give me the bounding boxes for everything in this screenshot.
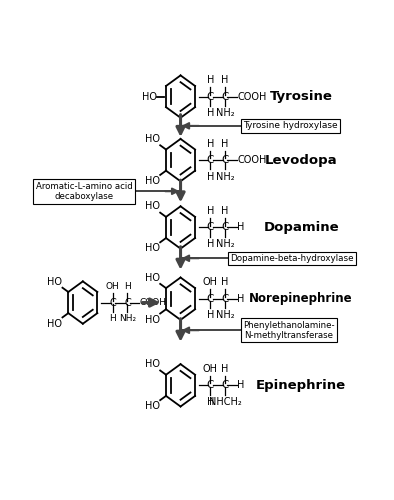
Text: NHCH₂: NHCH₂	[209, 397, 242, 407]
Text: H: H	[124, 282, 131, 291]
Text: Dopamine: Dopamine	[263, 221, 339, 234]
Text: C: C	[221, 155, 229, 165]
Text: Epinephrine: Epinephrine	[256, 379, 346, 392]
Text: OH: OH	[203, 277, 218, 287]
Text: NH₂: NH₂	[216, 239, 234, 249]
Text: H: H	[237, 380, 245, 390]
Text: HO: HO	[142, 92, 157, 102]
Text: HO: HO	[145, 314, 160, 324]
Text: OH: OH	[203, 364, 218, 374]
Text: H: H	[207, 239, 214, 249]
Text: Tyrosine: Tyrosine	[270, 90, 333, 103]
Text: H: H	[221, 75, 229, 85]
Text: C: C	[207, 380, 214, 390]
Text: C: C	[207, 92, 214, 102]
Text: C: C	[110, 298, 116, 308]
Text: HO: HO	[145, 244, 160, 254]
Text: H: H	[207, 108, 214, 118]
Text: H: H	[221, 206, 229, 216]
Text: H: H	[207, 310, 214, 320]
Text: H: H	[207, 206, 214, 216]
Text: C: C	[221, 92, 229, 102]
Text: COOH: COOH	[237, 92, 267, 102]
Text: Phenylethanolamine-
N-methyltransferase: Phenylethanolamine- N-methyltransferase	[243, 320, 335, 340]
Text: H: H	[221, 277, 229, 287]
Text: HO: HO	[145, 202, 160, 211]
Text: HO: HO	[145, 272, 160, 282]
Text: H: H	[237, 222, 245, 232]
Text: H: H	[221, 138, 229, 148]
Text: HO: HO	[145, 176, 160, 186]
Text: C: C	[221, 294, 229, 304]
Text: COOH: COOH	[237, 155, 267, 165]
Text: H: H	[207, 397, 214, 407]
Text: H: H	[207, 75, 214, 85]
Text: H: H	[221, 364, 229, 374]
Text: H: H	[237, 294, 245, 304]
Text: Tyrosine hydroxylase: Tyrosine hydroxylase	[243, 122, 338, 130]
Text: H: H	[110, 314, 116, 323]
Text: C: C	[221, 222, 229, 232]
Text: HO: HO	[145, 360, 160, 370]
Text: NH₂: NH₂	[216, 108, 234, 118]
Text: Norepinephrine: Norepinephrine	[249, 292, 353, 305]
Text: C: C	[207, 222, 214, 232]
Text: Levodopa: Levodopa	[265, 154, 338, 166]
Text: HO: HO	[47, 276, 62, 286]
Text: HO: HO	[47, 318, 62, 328]
Text: NH₂: NH₂	[119, 314, 136, 323]
Text: C: C	[221, 380, 229, 390]
Text: C: C	[207, 294, 214, 304]
Text: HO: HO	[145, 134, 160, 144]
Text: H: H	[207, 138, 214, 148]
Text: C: C	[124, 298, 131, 308]
Text: H: H	[207, 172, 214, 181]
Text: Dopamine-beta-hydroxylase: Dopamine-beta-hydroxylase	[230, 254, 354, 263]
Text: NH₂: NH₂	[216, 310, 234, 320]
Text: OH: OH	[106, 282, 120, 291]
Text: HO: HO	[145, 402, 160, 411]
Text: C: C	[207, 155, 214, 165]
Text: NH₂: NH₂	[216, 172, 234, 181]
Text: COOH: COOH	[139, 298, 167, 307]
Text: Aromatic-L-amino acid
decaboxylase: Aromatic-L-amino acid decaboxylase	[36, 182, 133, 201]
